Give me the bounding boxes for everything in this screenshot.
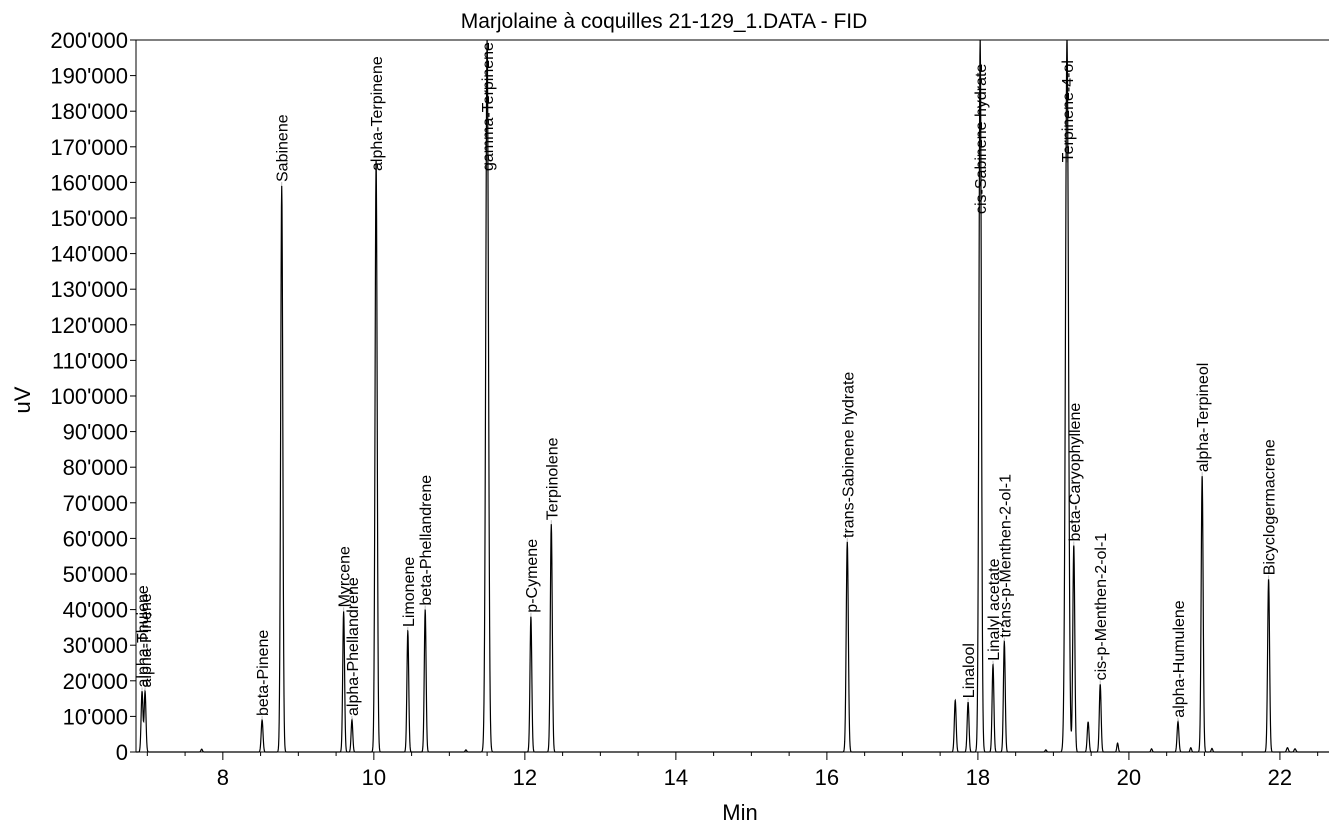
y-tick-label: 40'000 <box>63 598 128 623</box>
chart-title: Marjolaine à coquilles 21-129_1.DATA - F… <box>461 10 868 33</box>
peak-label: alpha-Humulene <box>1171 600 1188 718</box>
y-tick-label: 30'000 <box>63 633 128 658</box>
peak-label: alpha-Terpineol <box>1195 363 1212 472</box>
peak-label: cis-Sabinene hydrate <box>973 64 990 214</box>
peak-label: Limonene <box>401 557 418 627</box>
y-tick-label: 140'000 <box>50 242 128 267</box>
peak-label: beta-Phellandrene <box>418 475 435 606</box>
peak-label: alpha-Pinene <box>138 593 155 687</box>
x-tick-label: 12 <box>513 765 537 790</box>
x-axis-ticks: 8 10 12 14 16 18 20 22 <box>146 752 1319 790</box>
y-tick-label: 80'000 <box>63 455 128 480</box>
y-tick-label: 60'000 <box>63 526 128 551</box>
y-tick-label: 110'000 <box>52 348 128 373</box>
peak-label: alpha-Terpinene <box>369 56 386 171</box>
peak-label: Terpinolene <box>544 437 561 520</box>
x-tick-label: 22 <box>1268 765 1292 790</box>
peak-label: Sabinene <box>275 114 292 182</box>
peak-label: Linalyl acetate <box>986 558 1003 660</box>
y-axis-title: uV <box>10 386 35 413</box>
peak-label: alpha-Thujene <box>135 585 152 687</box>
peak-label: Bicyclogermacrene <box>1262 439 1279 575</box>
peak-label: beta-Pinene <box>255 630 272 716</box>
x-tick-label: 8 <box>217 765 229 790</box>
signal-trace <box>136 39 1329 753</box>
x-tick-label: 14 <box>664 765 688 790</box>
y-tick-label: 150'000 <box>50 206 128 231</box>
y-tick-label: 200'000 <box>50 28 128 53</box>
y-tick-label: 130'000 <box>50 277 128 302</box>
x-tick-label: 20 <box>1117 765 1141 790</box>
y-tick-label: 190'000 <box>50 64 128 89</box>
peak-label: Terpinene-4-ol <box>1060 60 1077 162</box>
y-tick-label: 20'000 <box>63 669 128 694</box>
peak-label: cis-p-Menthen-2-ol-1 <box>1093 533 1110 681</box>
y-tick-label: 160'000 <box>50 170 128 195</box>
peak-label: p-Cymene <box>524 539 541 613</box>
peak-label: alpha-Phellandrene <box>345 577 362 716</box>
peak-label: Linalool <box>961 643 978 698</box>
y-tick-label: 10'000 <box>63 704 128 729</box>
x-tick-label: 10 <box>362 765 386 790</box>
y-axis-ticks: 0 10'000 20'000 30'000 40'000 50'000 60'000 70'… <box>50 28 136 765</box>
y-tick-label: 100'000 <box>50 384 128 409</box>
peak-label: gamma-Terpinene <box>480 42 497 171</box>
peak-label: beta-Caryophyllene <box>1067 403 1084 542</box>
x-tick-label: 18 <box>966 765 990 790</box>
y-tick-label: 180'000 <box>50 99 128 124</box>
peak-label: trans-p-Menthen-2-ol-1 <box>997 474 1014 638</box>
x-axis-title: Min <box>722 800 757 825</box>
y-tick-label: 120'000 <box>50 313 128 338</box>
y-tick-label: 70'000 <box>63 491 128 516</box>
y-tick-label: 50'000 <box>63 562 128 587</box>
y-tick-label: 170'000 <box>50 135 128 160</box>
peak-label: Myrcene <box>337 546 354 607</box>
peak-label: trans-Sabinene hydrate <box>840 372 857 538</box>
y-tick-label: 0 <box>116 740 128 765</box>
y-tick-label: 90'000 <box>63 420 128 445</box>
x-tick-label: 16 <box>815 765 839 790</box>
